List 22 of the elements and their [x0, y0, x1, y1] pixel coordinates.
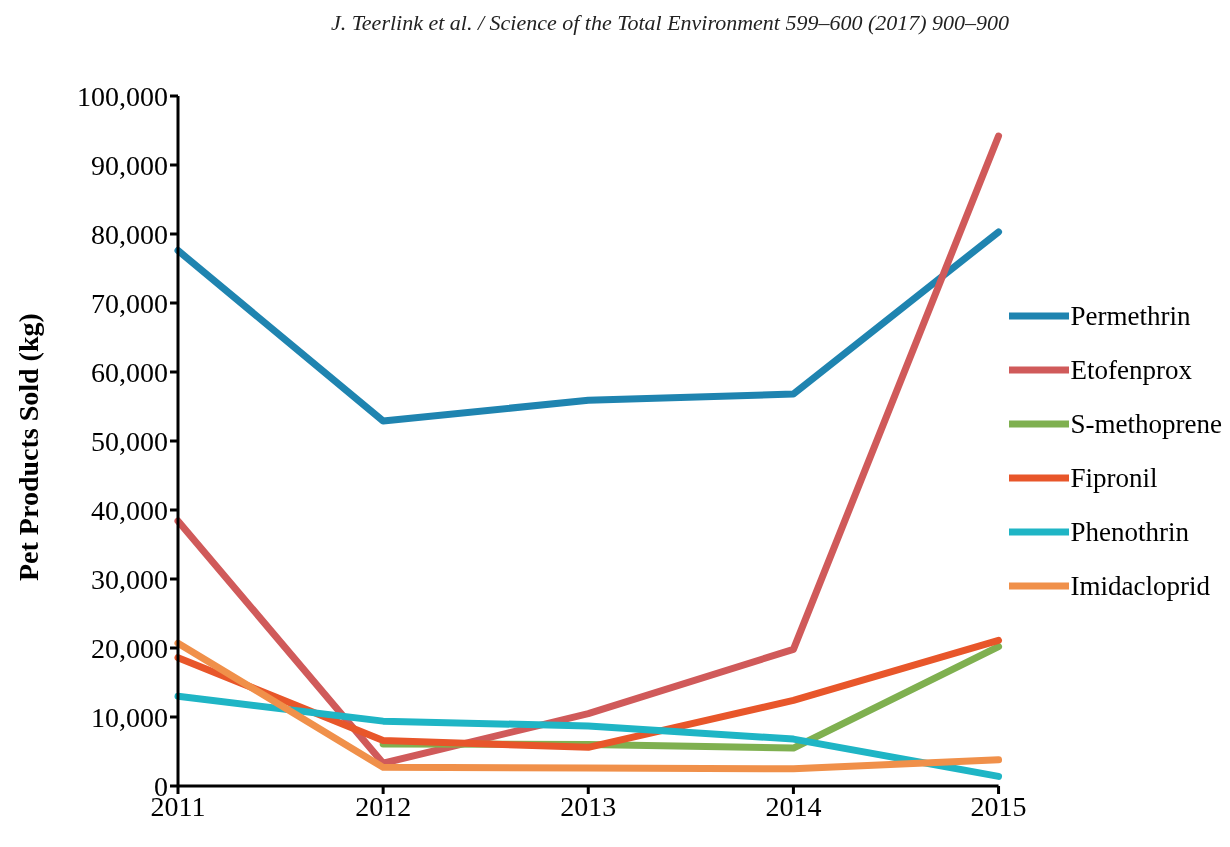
- y-tick-label: 80,000: [91, 218, 168, 250]
- y-tick-label: 90,000: [91, 149, 168, 181]
- legend-label: Permethrin: [1070, 300, 1191, 333]
- y-axis-title: Pet Products Sold (kg): [12, 313, 44, 581]
- y-tick-label: 100,000: [77, 80, 168, 112]
- x-tick-label: 2013: [560, 790, 617, 822]
- x-tick-label: 2014: [765, 790, 822, 822]
- x-tick-label: 2015: [970, 790, 1027, 822]
- text: J. Teerlink et al. / Science of the Total Environment 599–600 (2017) 900–900: [330, 10, 1010, 35]
- legend-label: Etofenprox: [1070, 354, 1193, 387]
- legend-label: Phenothrin: [1070, 516, 1190, 549]
- y-tick-label: 20,000: [91, 632, 168, 664]
- y-tick-label: 70,000: [91, 287, 168, 319]
- x-tick-label: 2012: [355, 790, 412, 822]
- y-tick-label: 30,000: [91, 563, 168, 595]
- y-tick-label: 60,000: [91, 356, 168, 388]
- legend-label: S-methoprene: [1070, 408, 1222, 441]
- legend-label: Fipronil: [1070, 462, 1158, 495]
- y-tick-label: 10,000: [91, 701, 168, 733]
- y-tick-label: 50,000: [91, 425, 168, 457]
- y-tick-label: 40,000: [91, 494, 168, 526]
- legend-label: Imidacloprid: [1070, 570, 1211, 603]
